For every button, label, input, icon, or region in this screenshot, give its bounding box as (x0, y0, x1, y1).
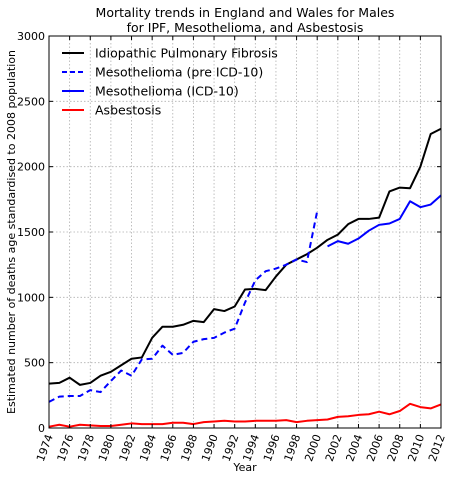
chart-title-line-1: Mortality trends in England and Wales fo… (96, 5, 395, 20)
y-tick-label: 1000 (17, 291, 45, 304)
grid (49, 36, 441, 428)
legend: Idiopathic Pulmonary Fibrosis Mesotheliom… (62, 46, 278, 118)
legend-entry: Idiopathic Pulmonary Fibrosis (95, 46, 278, 61)
chart-title-line-2: for IPF, Mesothelioma, and Asbestosis (127, 20, 364, 35)
y-tick-label: 1500 (17, 226, 45, 239)
series-layer (48, 127, 442, 428)
series-line-mesothelioma-icd-10 (327, 194, 442, 248)
series-line-asbestosis (48, 402, 442, 428)
y-axis-label: Estimated number of deaths age standardi… (5, 50, 18, 414)
legend-entry: Mesothelioma (ICD-10) (95, 84, 239, 99)
y-tick-label: 3000 (17, 30, 45, 43)
y-axis-ticks: 0 500 1000 1500 2000 2500 3000 (17, 30, 441, 435)
y-tick-label: 2500 (17, 95, 45, 108)
series-line-idiopathic-pulmonary-fibrosis (48, 127, 442, 386)
legend-entry: Asbestosis (95, 103, 161, 118)
y-tick-label: 0 (38, 422, 45, 435)
y-tick-label: 2000 (17, 161, 45, 174)
x-axis-label: Year (232, 461, 257, 474)
y-tick-label: 500 (24, 357, 45, 370)
legend-entry: Mesothelioma (pre ICD-10) (95, 65, 263, 80)
